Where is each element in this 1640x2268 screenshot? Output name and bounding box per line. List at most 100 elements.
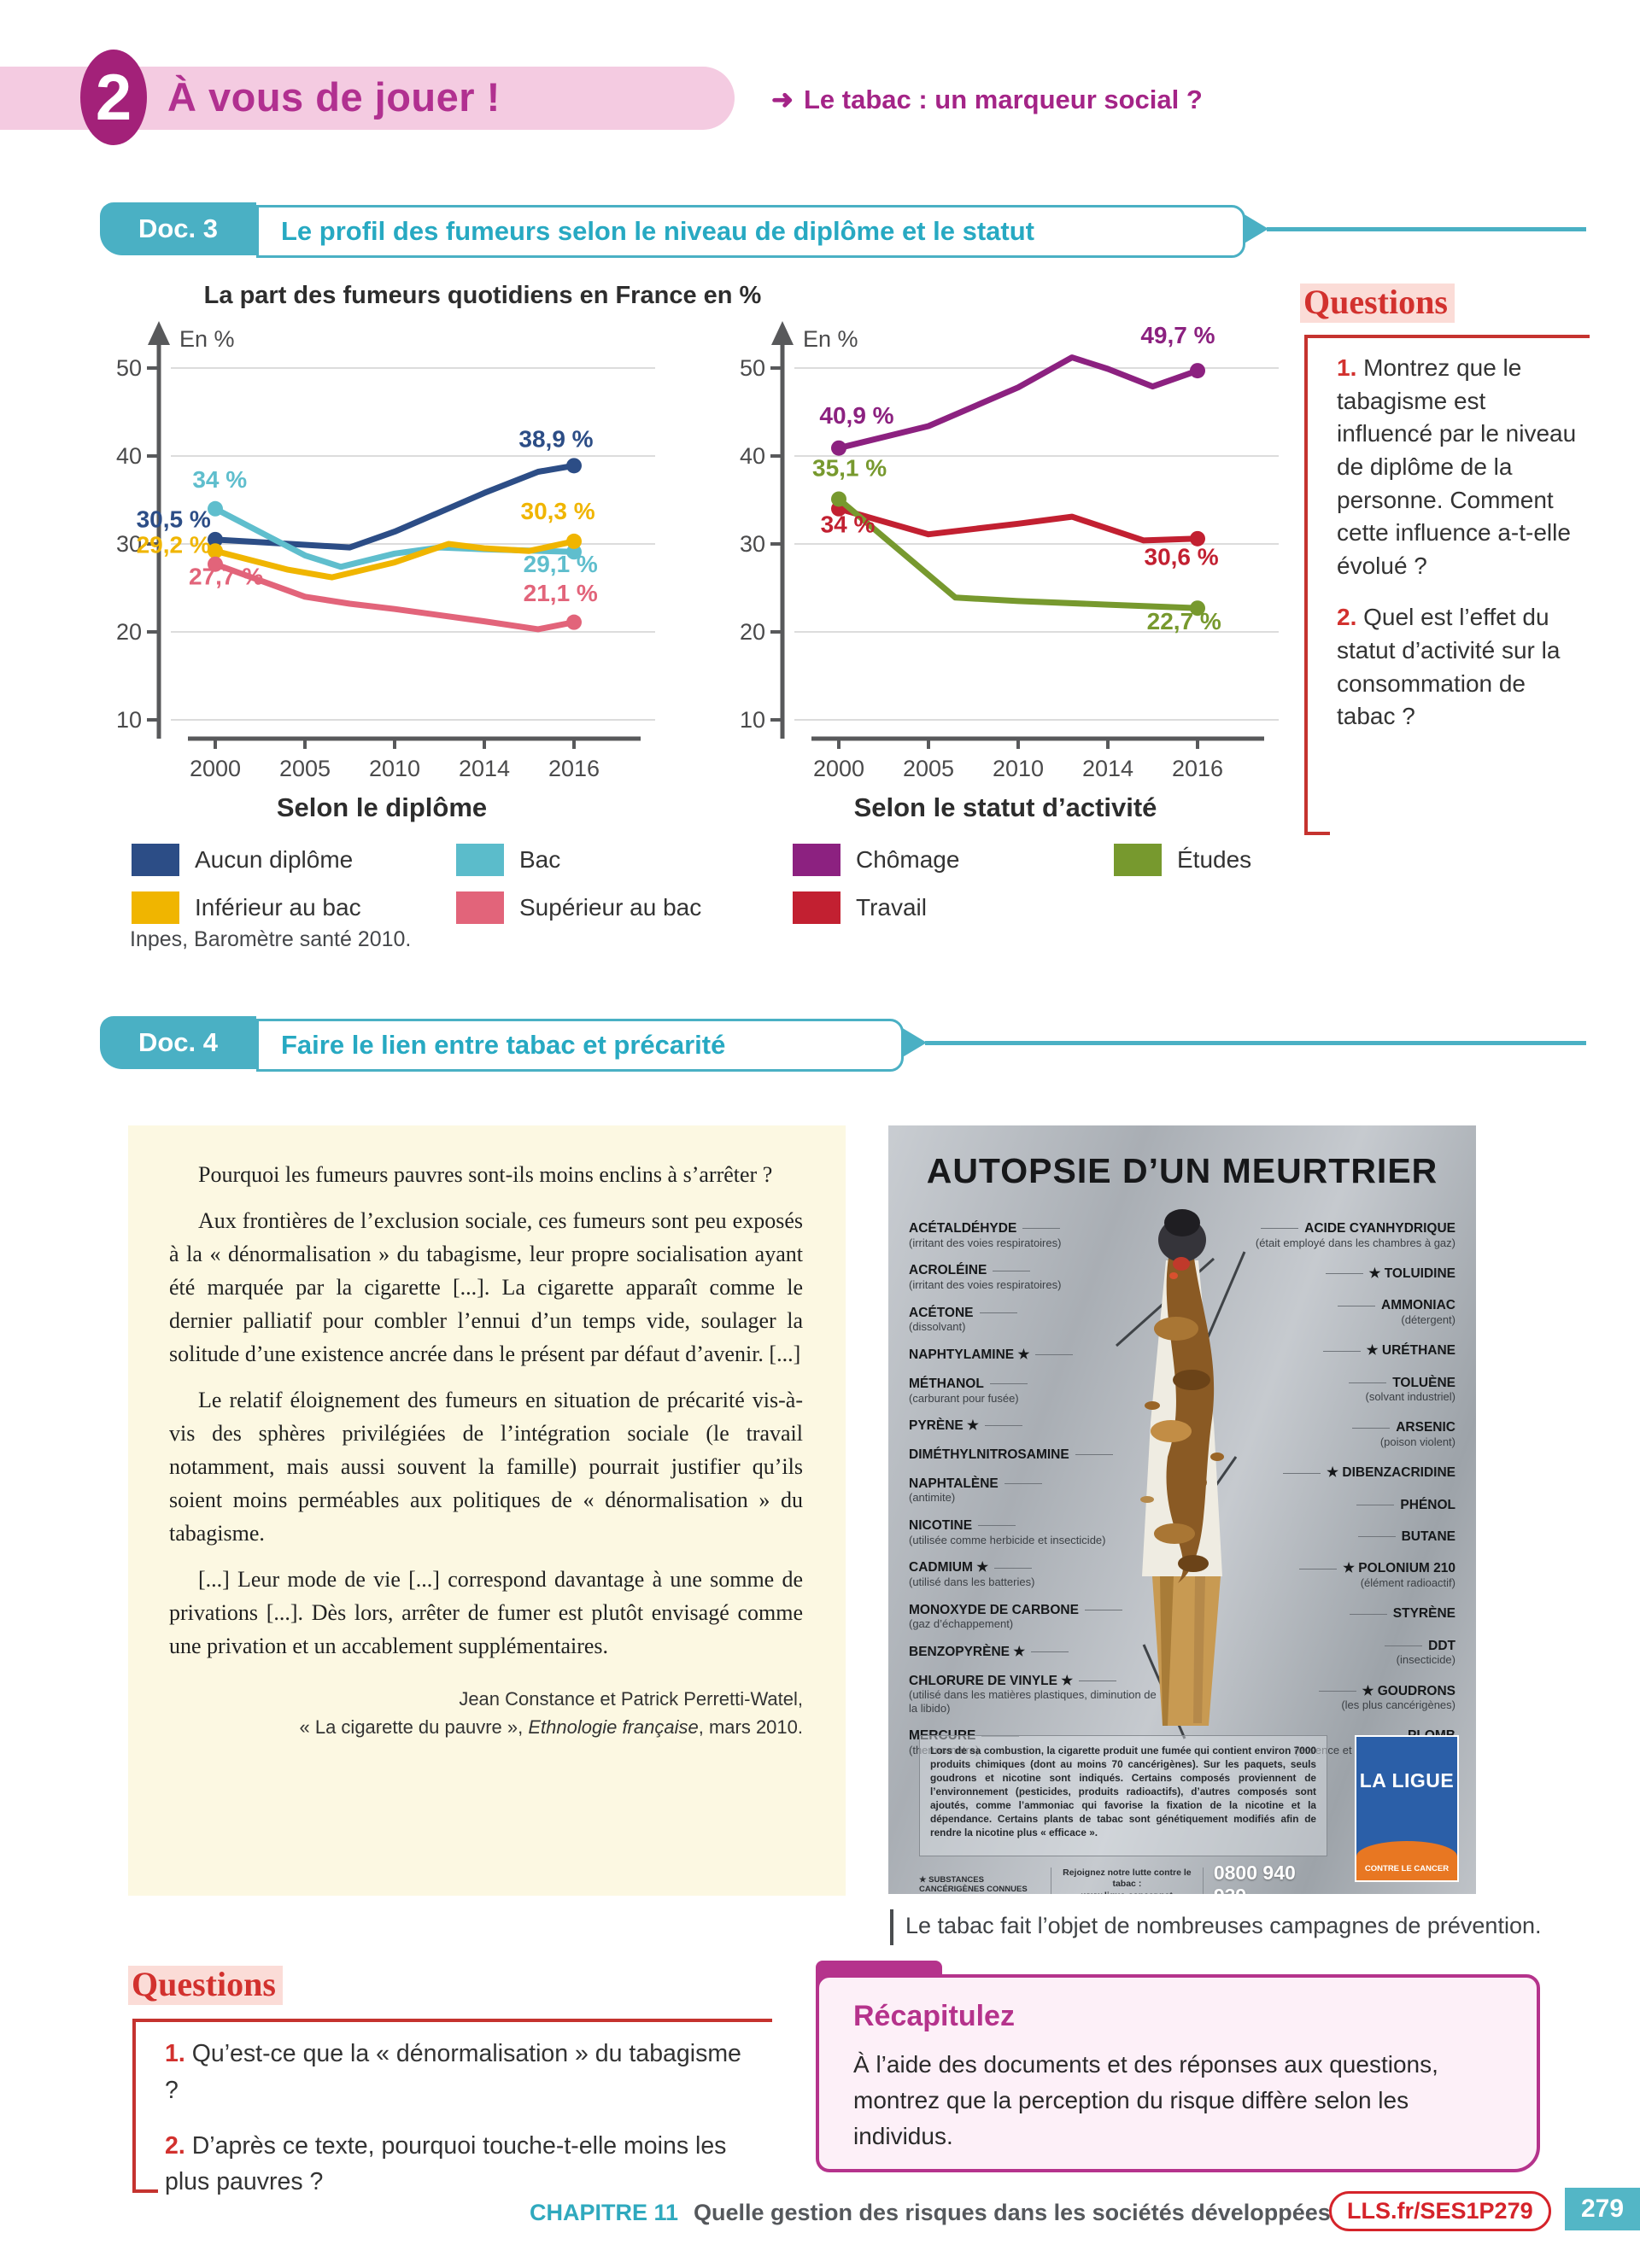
poster-chemical-label: CHLORURE DE VINYLE ★ (utilisé dans les ma… — [909, 1674, 1162, 1716]
poster-chemical-label: PYRÈNE ★ — [909, 1418, 1162, 1434]
chemical-name: TOLUÈNE — [1203, 1376, 1456, 1391]
footer-page-number: 279 — [1565, 2188, 1640, 2230]
poster-chemical-label: AMMONIAC (détergent) — [1203, 1298, 1456, 1326]
chart-diplome: 10 20 30 40 50 En % 2000 2005 2010 2014 2016 34 % 30… — [116, 321, 655, 781]
question-text: Montrez que le tabagisme est influencé p… — [1337, 354, 1577, 579]
poster-phone: 0800 940 939 — [1213, 1862, 1296, 1894]
chemical-description: (insecticide) — [1396, 1653, 1456, 1667]
chemical-name: BUTANE — [1203, 1529, 1456, 1545]
chemical-name: ACIDE CYANHYDRIQUE — [1203, 1221, 1456, 1236]
poster-chemical-label: NAPHTALÈNE (antimite) — [909, 1476, 1162, 1505]
chemical-description: (gaz d’échappement) — [909, 1617, 1014, 1631]
doc4-attribution: Jean Constance et Patrick Perretti-Watel… — [169, 1685, 804, 1741]
section-title: À vous de jouer ! — [167, 74, 501, 120]
ligue-cancer-logo: LA LIGUE CONTRE LE CANCER — [1355, 1735, 1459, 1882]
attribution-authors: Jean Constance et Patrick Perretti-Watel… — [459, 1688, 803, 1710]
svg-text:20: 20 — [740, 619, 765, 645]
poster-join-text: Rejoignez notre lutte contre le tabac : — [1063, 1867, 1192, 1890]
legend-column: Études — [1114, 844, 1251, 876]
question-number: 2. — [1337, 604, 1357, 631]
poster-chemical-label: DDT (insecticide) — [1203, 1639, 1456, 1667]
caption-bar — [890, 1909, 893, 1945]
legend-swatch — [456, 844, 504, 876]
legend-label: Inférieur au bac — [195, 894, 361, 921]
chemical-description: (irritant des voies respiratoires) — [909, 1278, 1062, 1292]
legend-column: Chômage Travail — [793, 844, 959, 924]
svg-text:En %: En % — [803, 326, 858, 352]
question-item: 2. Quel est l’effet du statut d’activité… — [1337, 601, 1586, 734]
svg-text:10: 10 — [740, 707, 765, 733]
poster-chemical-label: ACIDE CYANHYDRIQUE (était employé dans le… — [1203, 1221, 1456, 1249]
doc4-paragraph: Pourquoi les fumeurs pauvres sont-ils mo… — [198, 1162, 773, 1187]
doc3-header-arrow — [1243, 213, 1268, 244]
svg-text:40: 40 — [740, 443, 765, 469]
cigarette-illustration — [1115, 1209, 1246, 1739]
chemical-name: ACÉTONE — [909, 1306, 1162, 1321]
doc4-text-box: Pourquoi les fumeurs pauvres sont-ils mo… — [128, 1125, 846, 1896]
legend-swatch — [793, 891, 840, 924]
poster-chemical-label: ARSENIC (poison violent) — [1203, 1420, 1456, 1448]
chemical-name: BENZOPYRÈNE ★ — [909, 1645, 1162, 1660]
svg-text:20: 20 — [116, 619, 142, 645]
legend-swatch — [132, 891, 179, 924]
recap-title: Récapitulez — [853, 2000, 1015, 2032]
chemical-name: ★ TOLUIDINE — [1203, 1266, 1456, 1282]
questions-doc4-heading: Questions — [128, 1966, 283, 2005]
doc4-tab: Doc. 4 — [100, 1016, 256, 1069]
footer-chapter-title: Quelle gestion des risques dans les soci… — [694, 2200, 1351, 2225]
doc4-title: Faire le lien entre tabac et précarité — [256, 1019, 904, 1072]
svg-text:2010: 2010 — [993, 756, 1044, 781]
section-number-badge: 2 — [80, 50, 147, 145]
legend-column: Aucun diplôme Inférieur au bac — [132, 844, 361, 924]
chemical-name: ★ DIBENZACRIDINE — [1203, 1465, 1456, 1481]
chemical-name: ARSENIC — [1203, 1420, 1456, 1435]
svg-text:21,1 %: 21,1 % — [524, 580, 598, 606]
poster-website: www.ligue-cancer.net — [1081, 1891, 1173, 1894]
footer-link-pill[interactable]: LLS.fr/SES1P279 — [1329, 2191, 1551, 2231]
svg-text:2010: 2010 — [369, 756, 420, 781]
chart-statut-subtitle: Selon le statut d’activité — [853, 792, 1157, 822]
prevention-poster: AUTOPSIE D’UN MEURTRIER ACÉTALDÉHYDE (irr… — [888, 1125, 1476, 1894]
legend-swatch — [132, 844, 179, 876]
chemical-description: (élément radioactif) — [1360, 1576, 1456, 1590]
svg-text:34 %: 34 % — [192, 466, 247, 493]
chemical-name: DDT — [1203, 1639, 1456, 1654]
legend-label: Bac — [519, 846, 561, 873]
legend-item: Inférieur au bac — [132, 891, 361, 924]
section-subtitle: ➜ Le tabac : un marqueur social ? — [771, 85, 1203, 115]
poster-chemical-label: MÉTHANOL (carburant pour fusée) — [909, 1377, 1162, 1405]
chemical-description: (les plus cancérigènes) — [1341, 1698, 1456, 1712]
svg-text:29,2 %: 29,2 % — [137, 531, 211, 558]
legend-label: Chômage — [856, 846, 960, 873]
chemical-name: ★ POLONIUM 210 — [1203, 1561, 1456, 1576]
svg-text:40,9 %: 40,9 % — [819, 402, 893, 429]
doc4-header-arrow — [901, 1027, 927, 1058]
svg-text:27,7 %: 27,7 % — [189, 563, 263, 589]
svg-text:2000: 2000 — [813, 756, 864, 781]
footer-chapter-label: CHAPITRE 11 — [530, 2200, 679, 2225]
question-number: 1. — [1337, 354, 1357, 381]
chemical-description: (antimite) — [909, 1491, 956, 1505]
question-item: 2. D’après ce texte, pourquoi touche-t-e… — [165, 2128, 754, 2201]
chart-title: La part des fumeurs quotidiens en France… — [203, 282, 762, 309]
svg-text:29,1 %: 29,1 % — [524, 551, 598, 577]
poster-chemical-label: MONOXYDE DE CARBONE (gaz d’échappement) — [909, 1603, 1162, 1631]
question-text: D’après ce texte, pourquoi touche-t-elle… — [165, 2131, 727, 2196]
svg-text:49,7 %: 49,7 % — [1140, 322, 1215, 348]
poster-chemical-label: NAPHTYLAMINE ★ — [909, 1347, 1162, 1363]
poster-chemical-label: ★ POLONIUM 210 (élément radioactif) — [1203, 1561, 1456, 1589]
poster-chemical-label: ★ URÉTHANE — [1203, 1343, 1456, 1359]
chemical-description: (utilisée comme herbicide et insecticide… — [909, 1533, 1106, 1546]
poster-footnote: Lors de sa combustion, la cigarette prod… — [919, 1735, 1327, 1856]
svg-text:2016: 2016 — [548, 756, 600, 781]
poster-chemical-label: PHÉNOL — [1203, 1498, 1456, 1513]
section-subtitle-text: Le tabac : un marqueur social ? — [803, 85, 1203, 114]
svg-text:40: 40 — [116, 443, 142, 469]
legend-label: Travail — [856, 894, 927, 921]
svg-text:50: 50 — [116, 355, 142, 381]
poster-chemical-label: STYRÈNE — [1203, 1606, 1456, 1622]
poster-title: AUTOPSIE D’UN MEURTRIER — [926, 1151, 1438, 1190]
chemical-name: MÉTHANOL — [909, 1377, 1162, 1392]
question-item: 1. Qu’est-ce que la « dénormalisation » … — [165, 2036, 754, 2109]
